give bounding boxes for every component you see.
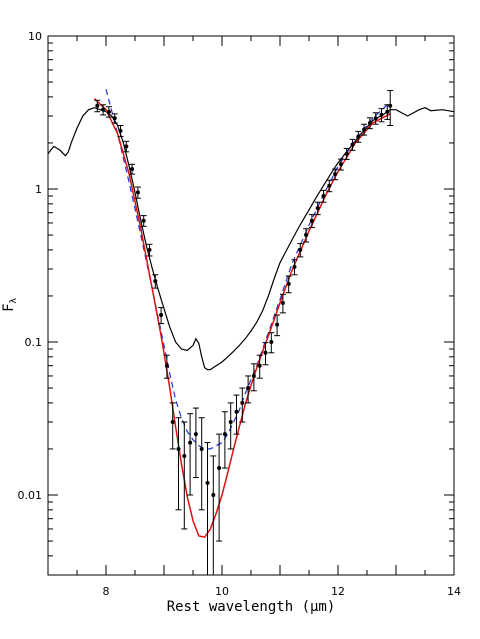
data-point [338, 162, 343, 167]
data-point [101, 107, 106, 112]
data-point [193, 432, 198, 437]
data-point [298, 247, 303, 252]
data-point [333, 172, 338, 177]
x-axis-label: Rest wavelength (μm) [167, 599, 336, 615]
data-point [106, 109, 111, 114]
data-point [321, 194, 326, 199]
data-point [388, 103, 393, 108]
data-point [170, 420, 175, 425]
y-axis-label: Fλ [1, 297, 19, 311]
data-point [315, 206, 320, 211]
data-point [222, 432, 227, 437]
data-point [344, 151, 349, 156]
data-point [240, 400, 245, 405]
data-point [379, 112, 384, 117]
data-point [385, 109, 390, 114]
data-point [367, 121, 372, 126]
data-point [269, 339, 274, 344]
y-tick-label: 0.01 [18, 489, 43, 502]
data-point [153, 279, 158, 284]
data-point [176, 446, 181, 451]
y-axis-label-main: F [1, 303, 17, 311]
data-point [304, 233, 309, 238]
data-point [246, 386, 251, 391]
data-point [159, 313, 164, 318]
data-point [228, 420, 233, 425]
data-point [292, 264, 297, 269]
data-point [188, 440, 193, 445]
data-point [275, 322, 280, 327]
data-point [118, 128, 123, 133]
data-point [234, 409, 239, 414]
y-axis-label-sub: λ [9, 297, 19, 303]
data-point [130, 167, 135, 172]
data-point [217, 466, 222, 471]
data-point [135, 190, 140, 195]
plot-frame [47, 35, 455, 576]
series-layer [48, 88, 454, 575]
data-point [263, 350, 268, 355]
x-tick-label: 8 [103, 585, 110, 598]
x-tick-label: 12 [331, 585, 345, 598]
data-point [327, 183, 332, 188]
data-point [199, 446, 204, 451]
data-point [350, 142, 355, 147]
data-point [205, 480, 210, 485]
y-tick-label: 10 [28, 30, 42, 43]
y-axis-label-text: Fλ [1, 297, 19, 311]
data-point [147, 247, 152, 252]
data-point [286, 281, 291, 286]
data-point [362, 127, 367, 132]
data-point [309, 218, 314, 223]
data-point [257, 363, 262, 368]
y-tick-label: 0.1 [25, 336, 43, 349]
data-point [164, 363, 169, 368]
data-point [251, 373, 256, 378]
y-tick-label: 1 [35, 183, 42, 196]
x-tick-label: 10 [215, 585, 229, 598]
data-point [356, 134, 361, 139]
data-point [211, 492, 216, 497]
data-point [280, 300, 285, 305]
data-point [141, 218, 146, 223]
data-point [373, 116, 378, 121]
observed-data-points [94, 90, 394, 575]
data-point [182, 453, 187, 458]
data-point [124, 144, 129, 149]
data-point [95, 103, 100, 108]
data-point [112, 116, 117, 121]
x-tick-label: 14 [447, 585, 461, 598]
